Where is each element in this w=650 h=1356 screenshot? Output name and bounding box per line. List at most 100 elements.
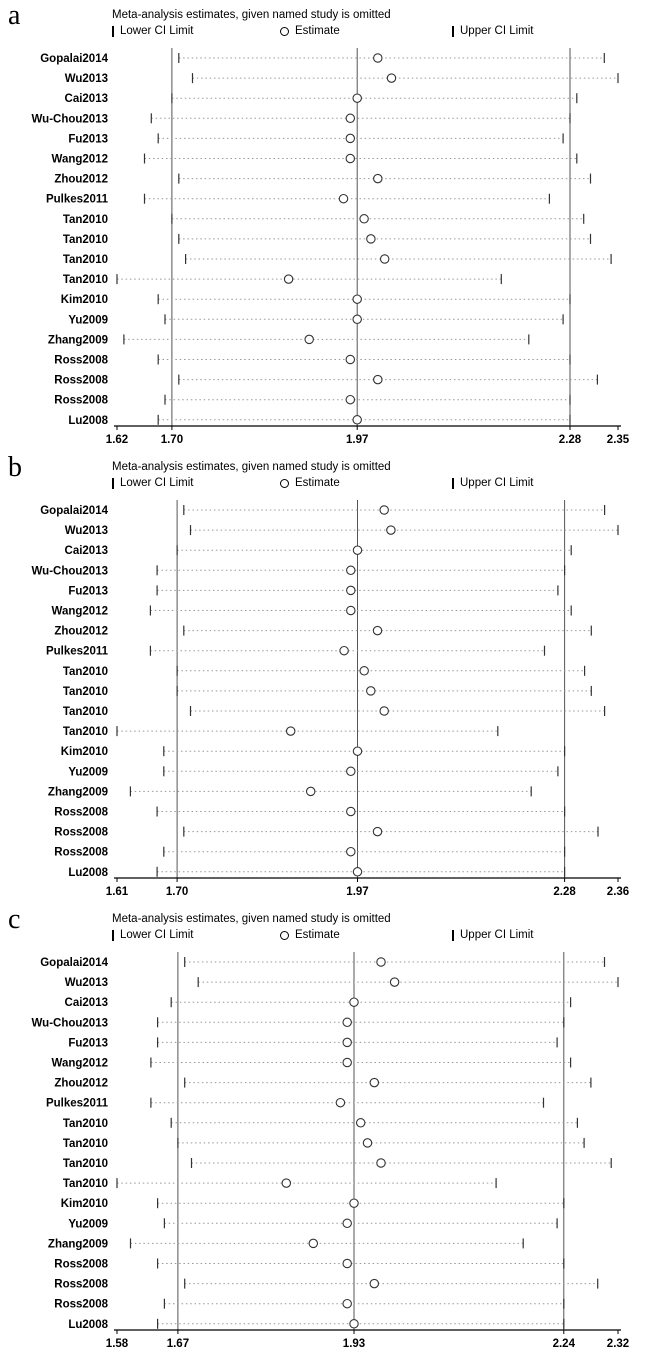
forest-plot-a: Gopalai2014 Wu2013 Cai2013 Wu-Chou2013 Fu201… bbox=[32, 48, 630, 446]
legend-lower-label: Lower CI Limit bbox=[120, 929, 194, 941]
estimate-marker bbox=[346, 766, 356, 777]
study-label: Kim2010 bbox=[61, 294, 108, 306]
axis-tick-label: 1.70 bbox=[166, 886, 188, 898]
study-label: Tan2010 bbox=[63, 1138, 108, 1150]
estimate-marker bbox=[345, 113, 356, 124]
chart-title: Meta-analysis estimates, given named stu… bbox=[112, 461, 391, 473]
study-label: Fu2013 bbox=[68, 133, 108, 145]
axis-tick-label: 1.61 bbox=[106, 886, 129, 898]
estimate-marker bbox=[345, 133, 356, 144]
estimate-marker bbox=[376, 957, 386, 967]
estimate-marker bbox=[352, 314, 362, 325]
estimate-marker bbox=[342, 1057, 352, 1068]
legend-estimate: Estimate bbox=[280, 25, 340, 37]
study-label: Tan2010 bbox=[63, 726, 108, 738]
axis-tick-label: 1.58 bbox=[106, 1338, 129, 1350]
study-label: Kim2010 bbox=[61, 1198, 108, 1210]
study-label: Zhou2012 bbox=[54, 1078, 108, 1090]
estimate-marker bbox=[339, 645, 349, 656]
study-label: Tan2010 bbox=[63, 706, 108, 718]
panel-label-a: a bbox=[8, 0, 21, 31]
panel-label-c: c bbox=[8, 904, 21, 935]
study-label: Wu2013 bbox=[65, 977, 108, 989]
study-label: Wang2012 bbox=[52, 154, 108, 166]
estimate-marker bbox=[386, 525, 396, 535]
estimate-marker bbox=[386, 73, 397, 83]
estimate-marker bbox=[379, 706, 389, 716]
estimate-marker bbox=[346, 846, 356, 857]
study-label: Tan2010 bbox=[63, 1178, 108, 1190]
study-label: Kim2010 bbox=[61, 746, 108, 758]
axis-tick-label: 1.93 bbox=[343, 1338, 365, 1350]
axis-tick-label: 1.97 bbox=[346, 434, 368, 446]
estimate-marker bbox=[379, 505, 389, 515]
estimate-marker bbox=[304, 334, 314, 345]
study-label: Zhang2009 bbox=[48, 334, 108, 346]
estimate-marker bbox=[345, 394, 356, 405]
study-label: Ross2008 bbox=[54, 395, 108, 407]
axis-tick-label: 1.67 bbox=[167, 1338, 189, 1350]
study-label: Fu2013 bbox=[68, 1037, 108, 1049]
study-label: Tan2010 bbox=[63, 274, 108, 286]
axis-tick-label: 2.36 bbox=[607, 886, 629, 898]
estimate-marker bbox=[346, 565, 356, 576]
study-label: Gopalai2014 bbox=[40, 505, 108, 517]
study-label: Ross2008 bbox=[54, 375, 108, 387]
study-label: Wu2013 bbox=[65, 73, 108, 85]
study-label: Cai2013 bbox=[65, 93, 108, 105]
estimate-marker bbox=[342, 1258, 352, 1269]
estimate-marker bbox=[369, 1077, 380, 1088]
estimate-marker bbox=[359, 214, 369, 224]
legend-upper-label: Upper CI Limit bbox=[460, 929, 534, 941]
chart-header: Meta-analysis estimates, given named stu… bbox=[0, 904, 650, 946]
study-label: Tan2010 bbox=[63, 214, 108, 226]
study-label: Wu2013 bbox=[65, 525, 108, 537]
study-label: Tan2010 bbox=[63, 686, 108, 698]
study-label: Ross2008 bbox=[54, 847, 108, 859]
legend: Lower CI Limit Estimate Upper CI Limit bbox=[112, 24, 650, 42]
ci-tick-icon bbox=[452, 929, 454, 941]
legend: Lower CI Limit Estimate Upper CI Limit bbox=[112, 928, 650, 946]
legend-estimate: Estimate bbox=[280, 477, 340, 489]
forest-plot-b: Gopalai2014 Wu2013 Cai2013 Wu-Chou2013 Fu201… bbox=[32, 500, 629, 898]
legend-estimate-label: Estimate bbox=[295, 929, 340, 941]
axis-tick-label: 1.97 bbox=[346, 886, 368, 898]
axis-tick-label: 2.28 bbox=[553, 886, 576, 898]
study-label: Wang2012 bbox=[52, 1058, 108, 1070]
study-label: Ross2008 bbox=[54, 807, 108, 819]
ci-tick-icon bbox=[112, 25, 114, 37]
study-label: Lu2008 bbox=[68, 867, 108, 879]
study-label: Zhang2009 bbox=[48, 1238, 108, 1250]
estimate-circle-icon bbox=[280, 930, 289, 940]
panel-label-b: b bbox=[8, 452, 22, 483]
axis-tick-label: 1.70 bbox=[161, 434, 183, 446]
study-label: Tan2010 bbox=[63, 666, 108, 678]
estimate-marker bbox=[373, 374, 383, 385]
estimate-marker bbox=[346, 806, 356, 817]
estimate-marker bbox=[345, 153, 356, 164]
legend-lower-ci: Lower CI Limit bbox=[112, 477, 194, 489]
estimate-marker bbox=[352, 415, 362, 425]
legend-estimate-label: Estimate bbox=[295, 25, 340, 37]
estimate-marker bbox=[362, 1138, 373, 1148]
estimate-marker bbox=[372, 826, 383, 837]
estimate-marker bbox=[345, 354, 356, 365]
estimate-marker bbox=[355, 1118, 366, 1128]
study-label: Gopalai2014 bbox=[40, 53, 108, 65]
estimate-marker bbox=[305, 786, 316, 797]
estimate-marker bbox=[308, 1238, 319, 1249]
estimate-marker bbox=[342, 1017, 352, 1028]
study-label: Gopalai2014 bbox=[40, 957, 108, 969]
axis-tick-label: 2.35 bbox=[607, 434, 630, 446]
estimate-circle-icon bbox=[280, 26, 289, 36]
legend-upper-label: Upper CI Limit bbox=[460, 25, 534, 37]
study-label: Wu-Chou2013 bbox=[32, 565, 108, 577]
estimate-marker bbox=[349, 997, 359, 1007]
estimate-circle-icon bbox=[280, 478, 289, 488]
chart-header: Meta-analysis estimates, given named stu… bbox=[0, 452, 650, 494]
axis-tick-label: 2.28 bbox=[559, 434, 582, 446]
axis-tick-label: 1.62 bbox=[106, 434, 128, 446]
study-label: Cai2013 bbox=[65, 545, 108, 557]
legend-lower-label: Lower CI Limit bbox=[120, 477, 194, 489]
estimate-marker bbox=[285, 726, 296, 736]
